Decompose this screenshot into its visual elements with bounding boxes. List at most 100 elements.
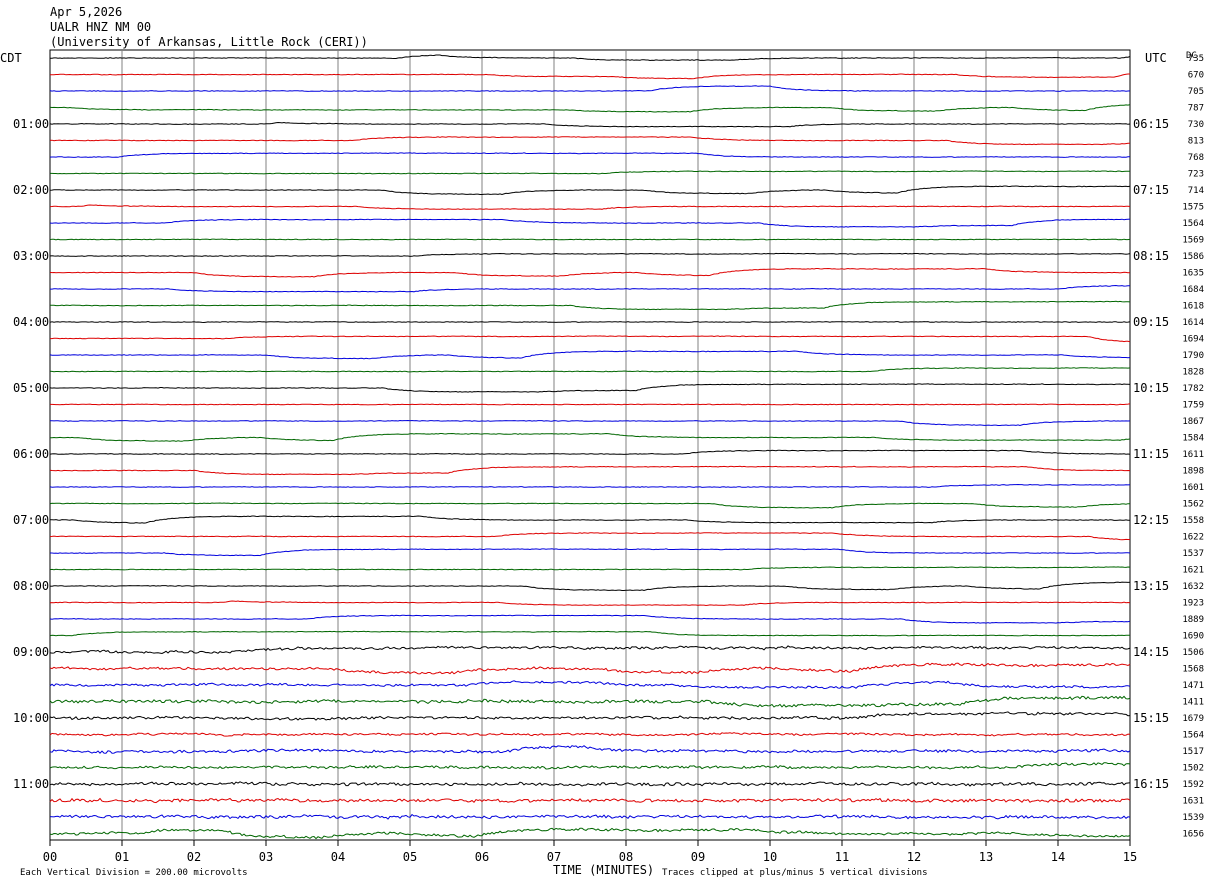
dc-offset-label: 1632 <box>1182 582 1204 592</box>
dc-offset-label: 1586 <box>1182 252 1204 262</box>
trace-line <box>49 695 1131 708</box>
dc-offset-label: 1575 <box>1182 203 1204 213</box>
utc-hour-label: 16:15 <box>1133 777 1169 791</box>
dc-offset-label: 1539 <box>1182 813 1204 823</box>
dc-offset-label: 1592 <box>1182 780 1204 790</box>
trace-line <box>49 711 1131 721</box>
trace-line <box>50 284 1131 293</box>
cdt-hour-label: 06:00 <box>13 447 49 461</box>
cdt-hour-label: 11:00 <box>13 777 49 791</box>
dc-offset-label: 1471 <box>1182 681 1204 691</box>
trace-line <box>49 762 1131 770</box>
trace-line <box>50 548 1131 557</box>
plot-frame <box>49 49 1131 841</box>
dc-offset-label: 670 <box>1188 71 1204 81</box>
trace-line <box>49 85 1131 92</box>
dc-offset-label: 1618 <box>1182 302 1204 312</box>
header-station: UALR HNZ NM 00 <box>50 20 151 34</box>
dc-heading: DC <box>1186 51 1197 61</box>
dc-offset-label: 1502 <box>1182 764 1204 774</box>
dc-offset-label: 1631 <box>1182 797 1204 807</box>
trace-line <box>49 367 1131 373</box>
dc-offset-label: 1537 <box>1182 549 1204 559</box>
x-tick-label: 02 <box>187 850 201 864</box>
utc-hour-label: 09:15 <box>1133 315 1169 329</box>
left-timezone-label: CDT <box>0 51 22 65</box>
x-tick-label: 07 <box>547 850 561 864</box>
cdt-hour-labels: 01:00 02:00 03:00 04:00 05:00 06:00 07:00 08:00… <box>13 117 49 791</box>
dc-offset-label: 1569 <box>1182 236 1204 246</box>
dc-offset-label: 723 <box>1188 170 1204 180</box>
trace-line <box>49 252 1131 257</box>
x-tick-label: 12 <box>907 850 921 864</box>
trace-line <box>49 383 1131 393</box>
dc-offset-label: 1558 <box>1182 516 1204 526</box>
x-tick-label: 00 <box>43 850 57 864</box>
utc-hour-label: 08:15 <box>1133 249 1169 263</box>
trace-line <box>49 483 1131 488</box>
trace-line <box>49 73 1130 80</box>
dc-offset-label: 705 <box>1188 87 1204 97</box>
cdt-hour-label: 01:00 <box>13 117 49 131</box>
utc-hour-label: 14:15 <box>1133 645 1169 659</box>
trace-line <box>49 152 1130 158</box>
x-axis-title: TIME (MINUTES) <box>553 863 654 877</box>
dc-offset-label: 1584 <box>1182 434 1204 444</box>
trace-line <box>49 797 1131 804</box>
dc-offset-label: 714 <box>1188 186 1204 196</box>
cdt-hour-label: 02:00 <box>13 183 49 197</box>
dc-offset-label: 730 <box>1188 120 1204 130</box>
trace-line <box>49 630 1130 637</box>
trace-line <box>49 204 1131 211</box>
trace-line <box>50 170 1131 175</box>
trace-line <box>49 185 1131 196</box>
dc-offset-label: 1694 <box>1182 335 1204 345</box>
dc-offset-label: 1684 <box>1182 285 1204 295</box>
x-tick-label: 15 <box>1123 850 1137 864</box>
utc-hour-label: 11:15 <box>1133 447 1169 461</box>
dc-offset-label: 768 <box>1188 153 1204 163</box>
dc-offset-label: 1622 <box>1182 533 1204 543</box>
dc-offset-label: 1690 <box>1182 632 1204 642</box>
dc-offset-label: 1506 <box>1182 648 1204 658</box>
minute-grid <box>121 50 1059 840</box>
trace-line <box>49 54 1131 62</box>
x-tick-label: 04 <box>331 850 345 864</box>
x-tick-label: 01 <box>115 850 129 864</box>
dc-offset-label: 1828 <box>1182 368 1204 378</box>
trace-line <box>50 300 1131 311</box>
trace-line <box>49 218 1131 228</box>
dc-offset-label: 1611 <box>1182 450 1204 460</box>
footer-clipping-note: Traces clipped at plus/minus 5 vertical … <box>662 868 928 878</box>
trace-line <box>49 238 1131 241</box>
dc-offset-label: 1679 <box>1182 714 1204 724</box>
trace-line <box>49 515 1131 524</box>
x-tick-label: 03 <box>259 850 273 864</box>
trace-line <box>49 465 1131 476</box>
trace-line <box>49 121 1131 128</box>
trace-line <box>49 104 1131 113</box>
cdt-hour-label: 08:00 <box>13 579 49 593</box>
dc-offset-label: 1614 <box>1182 318 1204 328</box>
cdt-hour-label: 03:00 <box>13 249 49 263</box>
dc-offset-label: 1568 <box>1182 665 1204 675</box>
trace-line <box>49 614 1131 624</box>
cdt-hour-label: 05:00 <box>13 381 49 395</box>
dc-offset-label: 1790 <box>1182 351 1204 361</box>
trace-line <box>49 600 1131 607</box>
x-tick-label: 06 <box>475 850 489 864</box>
utc-hour-label: 06:15 <box>1133 117 1169 131</box>
trace-line <box>49 732 1131 737</box>
trace-line <box>49 136 1130 146</box>
utc-hour-label: 10:15 <box>1133 381 1169 395</box>
dc-offset-label: 1867 <box>1182 417 1204 427</box>
trace-line <box>49 680 1131 690</box>
trace-line <box>49 813 1131 820</box>
x-tick-label: 11 <box>835 850 849 864</box>
dc-offset-labels: 735 670 705 787 730 813 768 723 714 1575 1564 1569 1… <box>1182 54 1204 840</box>
utc-hour-label: 13:15 <box>1133 579 1169 593</box>
footer-vertical-division: Each Vertical Division = 200.00 microvol… <box>20 868 248 878</box>
dc-offset-label: 787 <box>1188 104 1204 114</box>
